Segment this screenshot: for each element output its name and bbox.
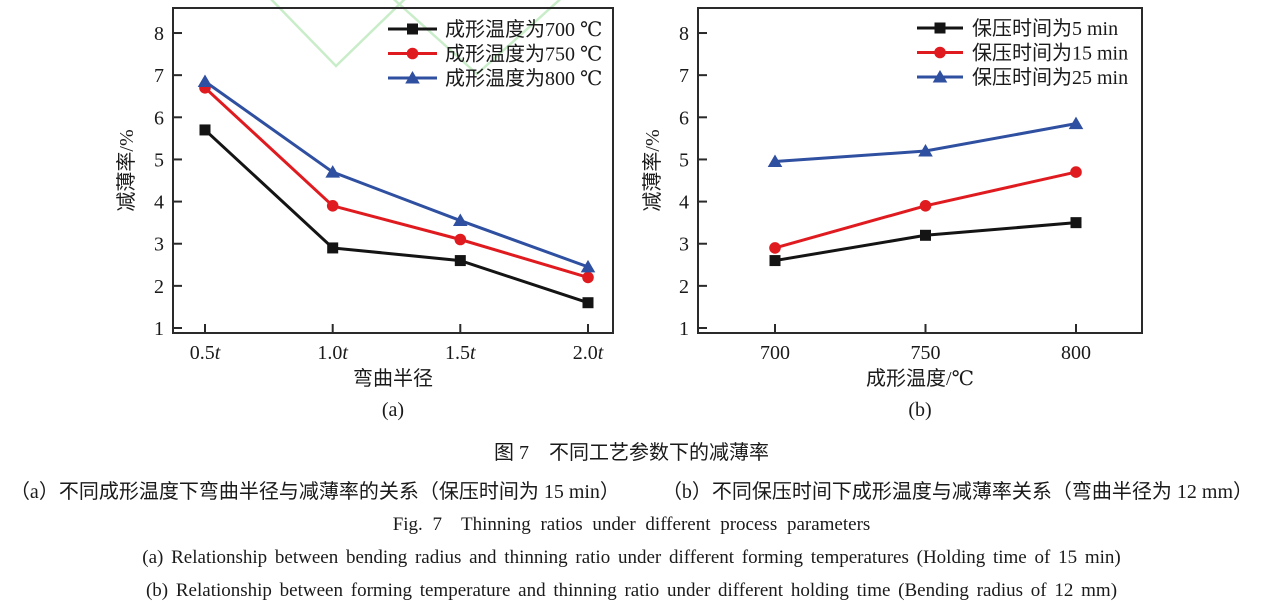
triangle-marker: [918, 144, 933, 157]
y-tick-label: 6: [154, 107, 164, 129]
y-tick-label: 5: [679, 149, 689, 171]
x-tick-label: 800: [1061, 342, 1091, 364]
y-tick-label: 8: [679, 23, 689, 45]
circle-marker: [406, 47, 419, 60]
series-0: [769, 217, 1082, 267]
caption-title-en: Fig. 7 Thinning ratios under different p…: [392, 514, 871, 535]
y-tick-label: 3: [679, 234, 689, 256]
triangle-marker: [197, 74, 213, 87]
triangle-marker: [325, 165, 340, 178]
legend-item: 成形温度为800 ℃: [388, 67, 602, 90]
legend-label: 成形温度为700 ℃: [445, 18, 602, 41]
y-tick-label: 2: [154, 276, 164, 298]
legend-label: 成形温度为800 ℃: [445, 67, 602, 90]
y-tick-label: 7: [679, 65, 689, 87]
caption-sub-b-en: (b) Relationship between forming tempera…: [145, 580, 1118, 601]
panel-label: (a): [382, 399, 404, 421]
square-marker: [407, 23, 418, 35]
circle-marker: [582, 271, 594, 284]
y-tick-label: 3: [154, 234, 164, 256]
circle-marker: [326, 199, 339, 212]
triangle-marker: [1068, 116, 1084, 130]
caption-title-zh: 图 7 不同工艺参数下的减薄率: [494, 442, 769, 464]
series-2: [197, 74, 596, 273]
square-marker: [769, 255, 781, 267]
legend-item: 保压时间为25 min: [917, 66, 1128, 89]
y-tick-label: 1: [679, 318, 689, 340]
square-marker: [934, 22, 946, 34]
square-marker: [199, 124, 211, 136]
panel-label: (b): [908, 399, 931, 421]
legend-item: 成形温度为700 ℃: [388, 18, 602, 41]
series-line: [203, 86, 589, 279]
plot-border: [697, 7, 1143, 334]
legend-item: 保压时间为15 min: [917, 42, 1128, 65]
y-axis-label: 减薄率/%: [115, 129, 138, 211]
circle-marker: [454, 233, 467, 246]
square-marker: [327, 242, 339, 254]
circle-marker: [769, 242, 781, 254]
y-tick-label: 4: [154, 192, 164, 214]
x-tick-label: 1.5t: [445, 342, 476, 364]
series-0: [199, 124, 594, 309]
legend-label: 保压时间为15 min: [972, 42, 1128, 65]
square-marker: [920, 229, 931, 241]
x-tick-label: 0.5t: [190, 342, 221, 364]
x-tick-label: 700: [760, 342, 790, 364]
series-line: [774, 221, 1077, 263]
y-tick-label: 7: [154, 65, 164, 87]
series-1: [769, 166, 1082, 254]
circle-marker: [1070, 166, 1082, 178]
legend-item: 保压时间为5 min: [917, 17, 1118, 40]
y-tick-label: 2: [679, 276, 689, 298]
y-tick-label: 8: [154, 23, 164, 45]
legend-item: 成形温度为750 ℃: [388, 43, 602, 66]
plot-border: [172, 7, 614, 334]
circle-marker: [919, 199, 932, 212]
legend-label: 保压时间为5 min: [972, 17, 1118, 40]
series-line: [203, 128, 589, 305]
y-tick-label: 4: [679, 192, 689, 214]
x-tick-label: 750: [911, 342, 941, 364]
series-2: [767, 116, 1084, 168]
square-marker: [454, 255, 466, 267]
figure-svg: 1 2 3 4 5 6 7 8 0.5t 1.0t 1.5t 2.0t 成形温度为700 ℃成形温度为7…: [115, 0, 1143, 421]
triangle-marker: [580, 259, 596, 273]
y-tick-label: 1: [154, 318, 164, 340]
y-axis-label: 减薄率/%: [641, 129, 664, 211]
triangle-marker: [932, 70, 948, 83]
circle-marker: [934, 46, 946, 59]
watermark-zigzag: [270, 0, 562, 76]
y-tick-label: 6: [679, 107, 689, 129]
x-tick-label: 1.0t: [317, 342, 348, 364]
series-line: [204, 80, 589, 269]
legend-label: 保压时间为25 min: [972, 66, 1128, 89]
caption-sub-b-zh: （b）不同保压时间下成形温度与减薄率关系（弯曲半径为 12 mm）: [661, 481, 1254, 503]
triangle-marker: [405, 71, 420, 84]
x-axis-label: 成形温度/℃: [866, 367, 974, 390]
caption-sub-a-en: (a) Relationship between bending radius …: [142, 547, 1121, 568]
triangle-marker: [453, 213, 468, 227]
x-axis-label: 弯曲半径: [353, 367, 433, 390]
caption-sub-a-zh: （a）不同成形温度下弯曲半径与减薄率的关系（保压时间为 15 min）: [9, 481, 620, 503]
x-tick-label: 2.0t: [573, 342, 604, 364]
caption-subtitles-zh: （a）不同成形温度下弯曲半径与减薄率的关系（保压时间为 15 min） （b）不…: [0, 479, 1263, 505]
y-tick-label: 5: [154, 149, 164, 171]
triangle-marker: [767, 154, 783, 168]
square-marker: [582, 297, 594, 309]
square-marker: [1070, 217, 1082, 229]
chart-panel-a: 1 2 3 4 5 6 7 8 0.5t 1.0t 1.5t 2.0t 成形温度为700 ℃成形温度为7…: [115, 7, 614, 421]
legend-label: 成形温度为750 ℃: [445, 43, 602, 66]
